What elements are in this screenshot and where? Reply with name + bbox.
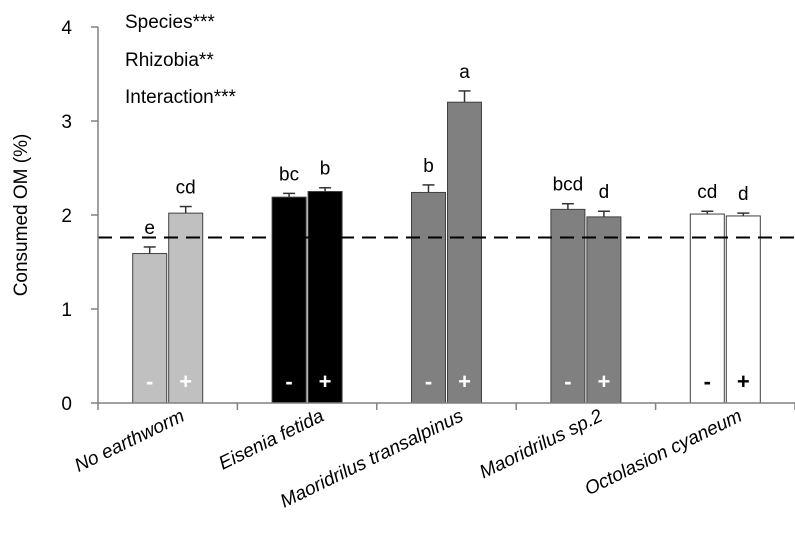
significance-letter: bcd — [553, 175, 584, 196]
significance-letter: b — [423, 156, 434, 177]
y-axis-title: Consumed OM (%) — [11, 134, 32, 297]
y-tick-label: 0 — [61, 394, 72, 415]
annotation-rhizobia: Rhizobia** — [125, 50, 214, 71]
significance-letter: cd — [697, 182, 717, 203]
rhizobia-marker: - — [285, 369, 292, 394]
rhizobia-marker: - — [146, 369, 153, 394]
bar — [447, 101, 482, 404]
y-tick-label: 2 — [61, 206, 72, 227]
rhizobia-marker: - — [704, 369, 711, 394]
rhizobia-marker: + — [458, 369, 471, 394]
y-tick-label: 4 — [61, 18, 72, 39]
category-label: No earthworm — [71, 406, 187, 477]
y-tick-label: 3 — [61, 112, 72, 133]
bar — [411, 191, 446, 404]
significance-letter: bc — [279, 164, 299, 185]
rhizobia-marker: + — [319, 369, 332, 394]
significance-letter: a — [459, 62, 470, 83]
significance-letter: cd — [176, 178, 196, 199]
significance-letter: e — [144, 218, 155, 239]
bar — [586, 216, 622, 404]
rhizobia-marker: - — [564, 369, 571, 394]
significance-letter: d — [599, 182, 610, 203]
rhizobia-marker: + — [179, 369, 192, 394]
category-label: Eisenia fetida — [216, 406, 328, 475]
rhizobia-marker: + — [737, 369, 750, 394]
y-tick-label: 1 — [61, 300, 72, 321]
category-label: Octolasion cyaneum — [582, 406, 746, 500]
bar — [725, 215, 761, 404]
significance-letter: d — [738, 184, 749, 205]
significance-letter: b — [320, 159, 331, 180]
bar — [132, 253, 168, 404]
rhizobia-marker: - — [425, 369, 432, 394]
category-label: Maoridrilus sp.2 — [476, 405, 606, 483]
annotation-interaction: Interaction*** — [125, 87, 237, 108]
rhizobia-marker: + — [597, 369, 610, 394]
annotation-species: Species*** — [125, 12, 215, 33]
